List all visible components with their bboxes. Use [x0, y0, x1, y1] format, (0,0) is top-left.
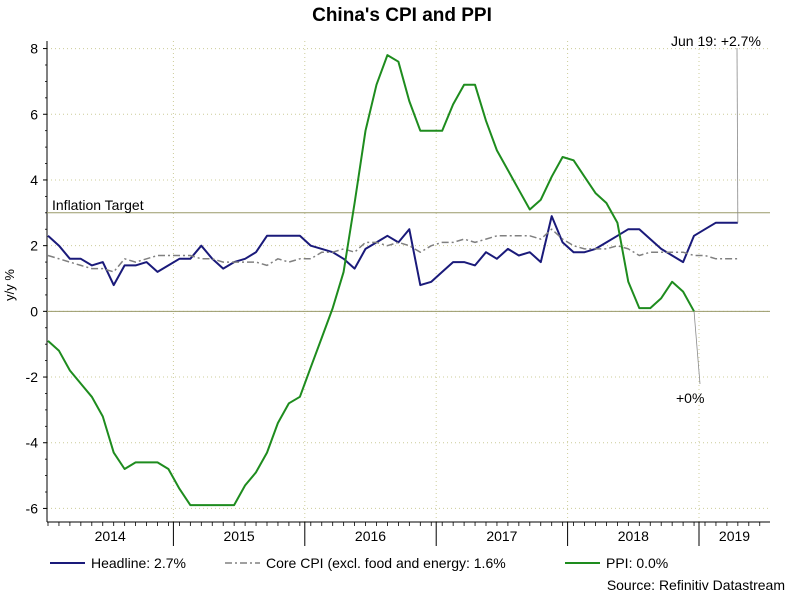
series-core-cpi	[47, 228, 738, 273]
x-tick-label: 2018	[618, 528, 649, 544]
legend-label-core-cpi: Core CPI (excl. food and energy: 1.6%	[266, 555, 506, 571]
axes: 8 6 4 2 0 -2 -4 -6 2014 2015 2016 2017 2018 2019	[26, 41, 770, 546]
y-axis-label: y/y %	[2, 269, 17, 301]
x-tick-label: 2014	[95, 528, 126, 544]
x-tick-label: 2015	[224, 528, 255, 544]
x-tick-label: 2017	[486, 528, 517, 544]
annotation-leader-ppi	[693, 311, 701, 385]
series-group	[47, 54, 738, 507]
y-tick-label: 4	[30, 172, 38, 188]
y-tick-label: -6	[26, 500, 39, 516]
legend-label-headline: Headline: 2.7%	[91, 555, 186, 571]
y-tick-label: 8	[30, 41, 38, 57]
reference-line-group: Inflation Target	[47, 197, 770, 214]
grid	[47, 41, 770, 522]
x-tick-label: 2016	[355, 528, 386, 544]
y-tick-label: -2	[26, 369, 39, 385]
inflation-target-label: Inflation Target	[52, 197, 144, 213]
annotation-leader-headline	[736, 47, 739, 223]
annotation-ppi: +0%	[676, 390, 704, 406]
y-tick-label: 2	[30, 238, 38, 254]
legend-label-ppi: PPI: 0.0%	[606, 555, 668, 571]
chart-title: China's CPI and PPI	[312, 5, 492, 26]
x-tick-label: 2019	[719, 528, 750, 544]
legend: Headline: 2.7% Core CPI (excl. food and …	[50, 555, 668, 571]
y-tick-label: 0	[30, 303, 38, 319]
y-tick-label: -4	[26, 435, 39, 451]
annotations: Jun 19: +2.7% +0%	[671, 33, 761, 406]
annotation-headline: Jun 19: +2.7%	[671, 33, 761, 49]
series-headline	[47, 215, 738, 287]
source-note: Source: Refinitiv Datastream	[607, 577, 785, 593]
y-tick-label: 6	[30, 106, 38, 122]
series-ppi	[47, 54, 695, 507]
